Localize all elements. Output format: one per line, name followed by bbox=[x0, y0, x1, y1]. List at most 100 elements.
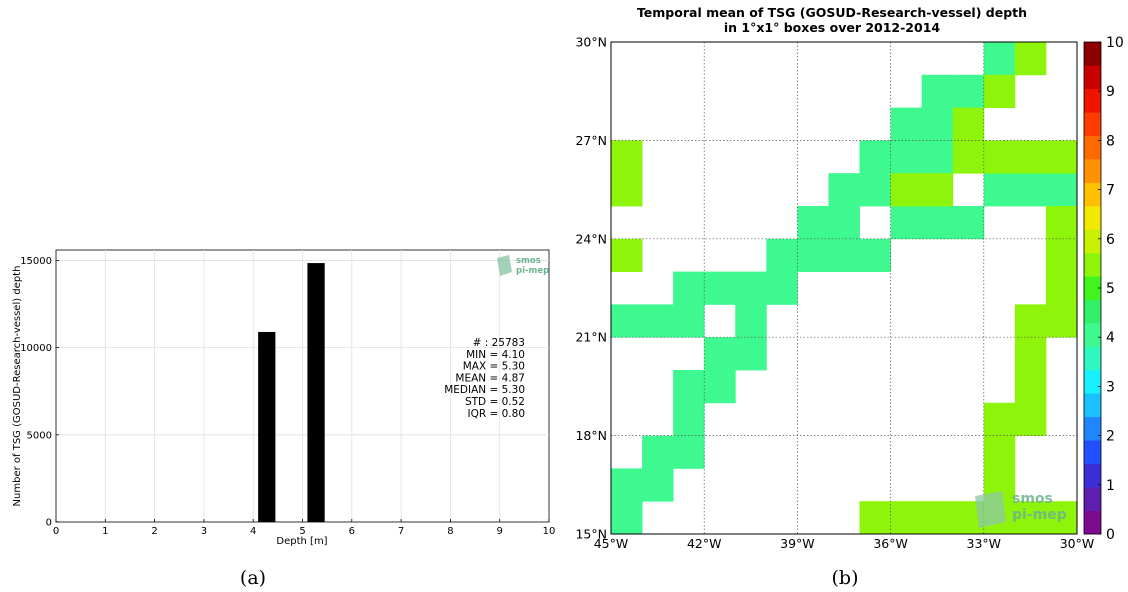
colorbar-swatch bbox=[1084, 510, 1101, 535]
map-cell bbox=[859, 173, 891, 207]
map-cell bbox=[642, 468, 674, 502]
smos-pi-mep-logo-b: smos pi-mep bbox=[975, 491, 1067, 528]
map-cell bbox=[921, 74, 954, 108]
map-frame bbox=[610, 41, 1078, 535]
colorbar-swatch bbox=[1084, 252, 1101, 277]
map-cell bbox=[1045, 238, 1078, 272]
histogram-grid bbox=[56, 250, 549, 522]
map-cell bbox=[704, 337, 736, 371]
map-cell bbox=[735, 337, 767, 371]
map-cell bbox=[859, 501, 891, 535]
map-cell bbox=[952, 206, 985, 240]
statistics-line: IQR = 0.80 bbox=[467, 408, 525, 420]
histogram-x-label: Depth [m] bbox=[276, 536, 327, 547]
map-cell bbox=[611, 173, 643, 207]
map-cell bbox=[673, 402, 705, 436]
map-x-ticks: 45°W 42°W 39°W 36°W 33°W 30°W bbox=[594, 536, 1095, 551]
map-cell bbox=[921, 107, 954, 141]
map-cell bbox=[1014, 42, 1047, 76]
histogram-x-tick-label: 6 bbox=[349, 526, 355, 537]
histogram-y-label: Number of TSG (GOSUD-Research-vessel) de… bbox=[12, 266, 23, 507]
colorbar-tick-label: 4 bbox=[1106, 330, 1115, 346]
map-cell bbox=[983, 173, 1016, 207]
histogram-y-tick-label: 0 bbox=[46, 518, 52, 529]
smos-pi-mep-logo-a: smos pi-mep bbox=[497, 255, 549, 276]
colorbar-tick-label: 1 bbox=[1106, 478, 1115, 494]
map-cell bbox=[611, 140, 643, 174]
map-x-tick-label: 33°W bbox=[967, 536, 1002, 551]
map-cell bbox=[673, 370, 705, 404]
map-cell bbox=[983, 74, 1016, 108]
statistics-line: MEDIAN = 5.30 bbox=[444, 384, 525, 396]
map-cell bbox=[611, 304, 643, 338]
map-y-tick-label: 21°N bbox=[575, 330, 607, 345]
histogram-bar bbox=[307, 263, 325, 522]
colorbar-swatch bbox=[1084, 299, 1101, 324]
histogram-x-tick-label: 7 bbox=[398, 526, 404, 537]
histogram-y-tick-label: 10000 bbox=[20, 343, 52, 354]
map-cell bbox=[890, 140, 923, 174]
logo-text-line2-large: pi-mep bbox=[1012, 507, 1067, 523]
caption-a: (a) bbox=[240, 567, 266, 589]
map-cell bbox=[1014, 370, 1047, 404]
map-cell bbox=[952, 107, 985, 141]
histogram-y-tick-label: 15000 bbox=[20, 256, 52, 267]
histogram-x-tick-label: 9 bbox=[497, 526, 503, 537]
map-cell bbox=[1014, 173, 1047, 207]
map-cell bbox=[890, 501, 923, 535]
map-cells bbox=[611, 42, 1078, 535]
map-title-line1: Temporal mean of TSG (GOSUD-Research-ves… bbox=[637, 5, 1027, 20]
colorbar-tick-label: 10 bbox=[1106, 35, 1124, 51]
histogram-bars bbox=[258, 263, 325, 522]
colorbar-tick-label: 7 bbox=[1106, 183, 1115, 199]
colorbar-swatch bbox=[1084, 182, 1101, 207]
map-cell bbox=[1045, 271, 1078, 305]
histogram-x-tick-label: 5 bbox=[299, 526, 305, 537]
map-cell bbox=[1045, 173, 1078, 207]
map-y-tick-label: 18°N bbox=[575, 428, 607, 443]
map-cell bbox=[890, 173, 923, 207]
statistics-line: STD = 0.52 bbox=[465, 396, 525, 408]
map-cell bbox=[921, 501, 954, 535]
map-cell bbox=[735, 304, 767, 338]
map-cell bbox=[1014, 140, 1047, 174]
histogram-x-tick-label: 0 bbox=[53, 526, 59, 537]
map-cell bbox=[1014, 501, 1047, 535]
map-cell bbox=[1014, 337, 1047, 371]
colorbar-swatch bbox=[1084, 206, 1101, 230]
histogram-x-tick-label: 1 bbox=[102, 526, 108, 537]
map-cell bbox=[921, 206, 954, 240]
logo-text-line1: smos bbox=[516, 256, 541, 266]
map-x-tick-label: 45°W bbox=[594, 536, 629, 551]
histogram-x-ticks: 0 1 2 3 4 5 6 7 8 9 10 bbox=[53, 519, 555, 537]
map-title-line2: in 1°x1° boxes over 2012-2014 bbox=[724, 20, 941, 35]
colorbar-swatch bbox=[1084, 487, 1101, 511]
histogram-x-tick-label: 8 bbox=[447, 526, 453, 537]
map-x-tick-label: 39°W bbox=[780, 536, 815, 551]
map-cell bbox=[828, 206, 860, 240]
colorbar-swatch bbox=[1084, 276, 1101, 301]
map-cell bbox=[673, 271, 705, 305]
colorbar-swatch bbox=[1084, 88, 1101, 113]
map-cell bbox=[642, 435, 674, 469]
colorbar-tick-label: 5 bbox=[1106, 281, 1115, 297]
histogram-y-ticks: 0 5000 10000 15000 bbox=[20, 256, 59, 529]
colorbar-swatch bbox=[1084, 159, 1101, 183]
map-cell bbox=[952, 140, 985, 174]
map-x-tick-label: 36°W bbox=[873, 536, 908, 551]
map-panel: Temporal mean of TSG (GOSUD-Research-ves… bbox=[575, 5, 1123, 589]
colorbar-swatch bbox=[1084, 65, 1101, 90]
colorbar-tick-label: 8 bbox=[1106, 133, 1115, 149]
map-cell bbox=[735, 271, 767, 305]
statistics-line: MIN = 4.10 bbox=[466, 349, 525, 361]
colorbar-swatch bbox=[1084, 416, 1101, 441]
map-cell bbox=[952, 74, 985, 108]
map-cell bbox=[766, 271, 798, 305]
map-y-tick-label: 27°N bbox=[575, 133, 607, 148]
colorbar-tick-label: 9 bbox=[1106, 84, 1115, 100]
colorbar-swatch bbox=[1084, 323, 1101, 347]
map-x-tick-label: 30°W bbox=[1060, 536, 1095, 551]
map-cell bbox=[828, 238, 860, 272]
